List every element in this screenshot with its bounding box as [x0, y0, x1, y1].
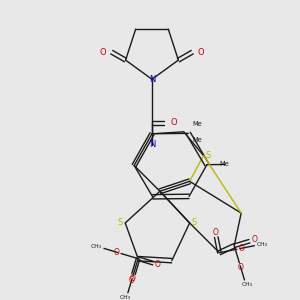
Text: CH₃: CH₃ — [91, 244, 102, 250]
Text: Me: Me — [193, 121, 202, 127]
Text: N: N — [149, 75, 155, 84]
Text: CH₃: CH₃ — [241, 282, 252, 287]
Text: O: O — [155, 260, 161, 269]
Text: O: O — [198, 48, 205, 57]
Text: O: O — [170, 118, 177, 127]
Text: Me: Me — [220, 161, 230, 167]
Text: S: S — [192, 218, 197, 227]
Text: Me: Me — [193, 137, 202, 143]
Text: S: S — [118, 218, 123, 227]
Text: N: N — [149, 140, 155, 149]
Text: CH₃: CH₃ — [256, 242, 268, 247]
Text: O: O — [113, 248, 119, 256]
Text: O: O — [129, 274, 135, 283]
Text: O: O — [100, 48, 106, 57]
Text: O: O — [129, 276, 134, 285]
Text: O: O — [238, 263, 244, 272]
Text: O: O — [251, 235, 257, 244]
Text: O: O — [239, 244, 245, 253]
Text: CH₃: CH₃ — [120, 295, 131, 300]
Text: O: O — [212, 228, 218, 237]
Text: S: S — [206, 151, 211, 160]
